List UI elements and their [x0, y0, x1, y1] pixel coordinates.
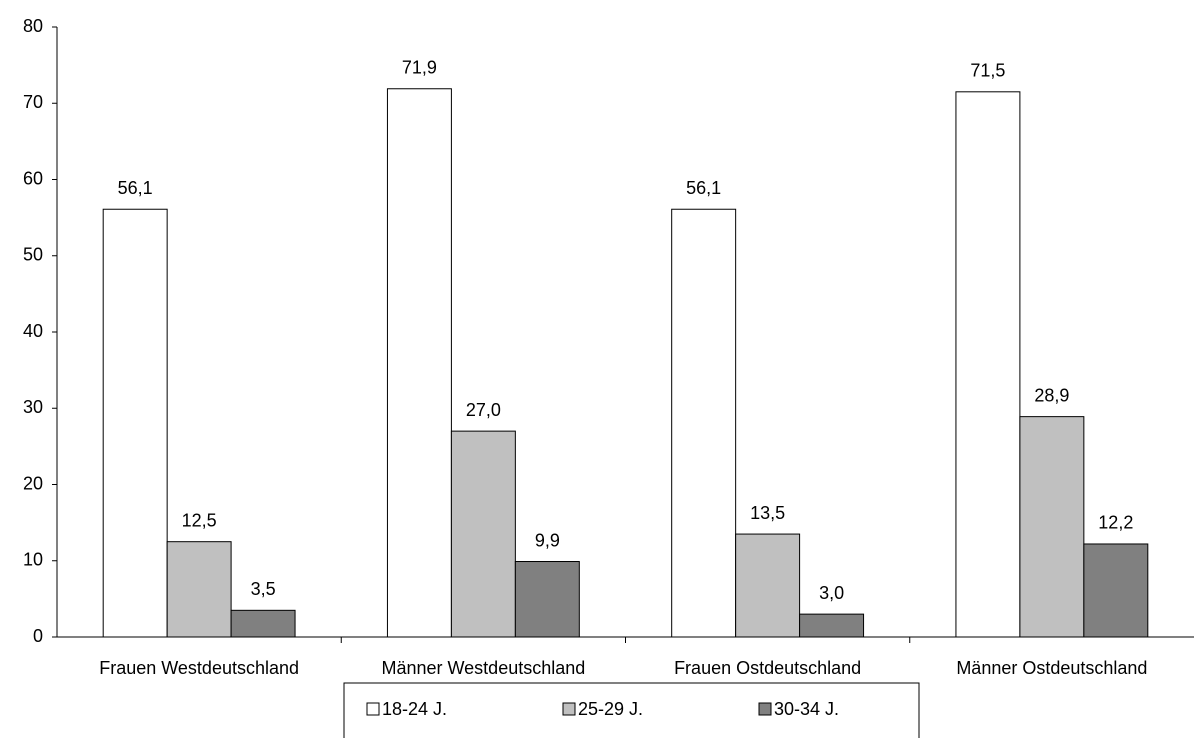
value-label: 12,2	[1098, 513, 1133, 533]
value-label: 56,1	[686, 178, 721, 198]
x-tick-label: Männer Ostdeutschland	[956, 658, 1147, 678]
value-label: 56,1	[118, 178, 153, 198]
bar	[1083, 543, 1149, 638]
y-tick-label: 30	[23, 397, 43, 417]
bar	[386, 88, 452, 638]
legend-box	[343, 682, 920, 738]
bar	[230, 609, 296, 638]
value-label: 71,5	[970, 61, 1005, 81]
value-label: 3,0	[819, 583, 844, 603]
bar	[955, 91, 1021, 638]
y-tick-label: 50	[23, 245, 43, 265]
value-label: 28,9	[1034, 385, 1069, 405]
legend-swatch	[562, 702, 576, 716]
value-label: 9,9	[535, 530, 560, 550]
value-label: 13,5	[750, 503, 785, 523]
bar	[799, 613, 865, 638]
y-tick-label: 0	[33, 626, 43, 646]
bar	[102, 208, 168, 638]
y-tick-label: 80	[23, 16, 43, 36]
x-tick-label: Frauen Westdeutschland	[99, 658, 299, 678]
y-tick-label: 70	[23, 92, 43, 112]
x-tick-label: Männer Westdeutschland	[381, 658, 585, 678]
legend-swatch	[366, 702, 380, 716]
x-tick-label: Frauen Ostdeutschland	[674, 658, 861, 678]
legend-label: 30-34 J.	[774, 699, 839, 719]
value-label: 27,0	[466, 400, 501, 420]
y-tick-label: 20	[23, 473, 43, 493]
bar	[735, 533, 801, 638]
bar	[671, 208, 737, 638]
legend-swatch	[758, 702, 772, 716]
legend-label: 18-24 J.	[382, 699, 447, 719]
bar	[166, 541, 232, 638]
value-label: 71,9	[402, 58, 437, 78]
value-label: 3,5	[251, 579, 276, 599]
y-tick-label: 10	[23, 550, 43, 570]
bar	[450, 430, 516, 638]
y-tick-label: 60	[23, 168, 43, 188]
y-tick-label: 40	[23, 321, 43, 341]
bar	[514, 561, 580, 638]
value-label: 12,5	[182, 510, 217, 530]
bar	[1019, 416, 1085, 638]
legend-label: 25-29 J.	[578, 699, 643, 719]
